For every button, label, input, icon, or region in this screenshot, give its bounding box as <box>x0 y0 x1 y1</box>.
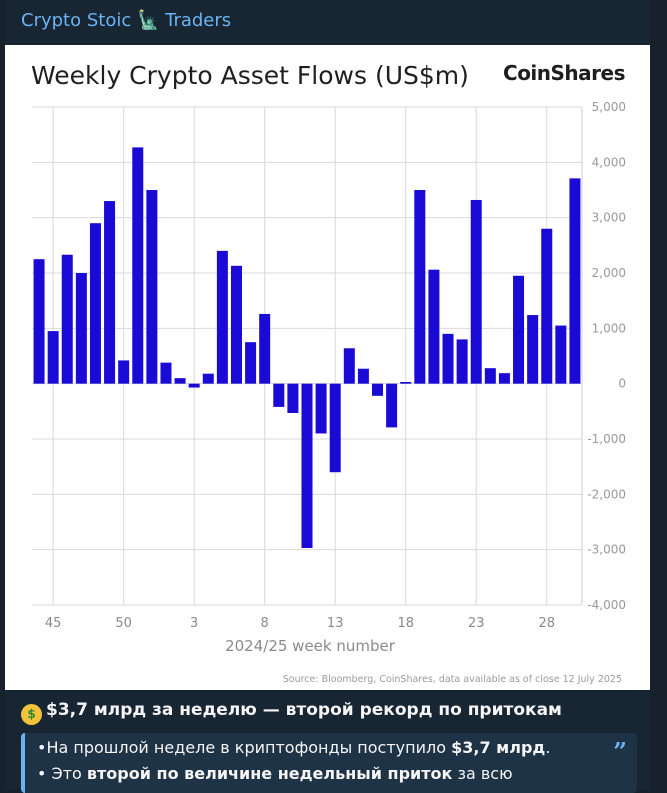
flow-bar <box>188 383 200 388</box>
flow-bar <box>428 269 440 384</box>
flow-bar <box>216 250 228 384</box>
flow-bar <box>343 348 355 384</box>
y-tick-label: -3,000 <box>587 543 626 557</box>
flow-bar <box>414 190 426 384</box>
flow-bar <box>47 331 59 384</box>
x-tick-label: 45 <box>45 616 62 631</box>
flow-bar <box>541 228 553 384</box>
y-tick-label: -2,000 <box>587 487 626 501</box>
flow-bar <box>357 368 369 384</box>
flow-bar <box>513 275 525 384</box>
x-tick-label: 23 <box>468 616 485 631</box>
brand-logo: CoinShares <box>503 61 625 85</box>
quote-icon: ” <box>613 737 627 766</box>
quote-line-2-end: за всю <box>452 764 513 783</box>
flow-bar <box>118 360 130 384</box>
quote-line-2-bold: второй по величине недельный приток <box>86 764 453 783</box>
x-tick-label: 28 <box>538 616 555 631</box>
message-bubble: Crypto Stoic 🗽 Traders Weekly Crypto Ass… <box>5 0 650 793</box>
y-tick-label: -1,000 <box>587 432 626 446</box>
flow-bar <box>259 313 271 384</box>
source-note: Source: Bloomberg, CoinShares, data avai… <box>283 674 622 685</box>
quote-line-1: •На прошлой неделе в криптофонды поступи… <box>37 738 550 757</box>
x-tick-label: 8 <box>261 616 269 631</box>
quote-block: •На прошлой неделе в криптофонды поступи… <box>21 733 637 793</box>
x-axis-label: 2024/25 week number <box>225 637 396 655</box>
flow-bar <box>386 383 398 428</box>
flow-bar <box>61 254 73 384</box>
flow-bar <box>104 201 116 384</box>
chart-image[interactable]: Weekly Crypto Asset Flows (US$m) CoinSha… <box>5 45 650 690</box>
flow-bar <box>329 383 341 473</box>
chart-title: Weekly Crypto Asset Flows (US$m) <box>31 61 469 90</box>
quote-line-1-end: . <box>545 738 551 757</box>
flow-bar <box>245 342 257 384</box>
flow-bar <box>75 273 87 384</box>
flow-bar <box>146 190 158 384</box>
sender-name[interactable]: Crypto Stoic 🗽 Traders <box>21 10 232 31</box>
quote-line-1-bold: $3,7 млрд <box>451 738 546 757</box>
flow-bar <box>456 339 468 384</box>
flow-bar <box>33 259 45 384</box>
flow-bar <box>174 378 186 384</box>
quote-line-2: • Это второй по величине недельный прито… <box>37 764 513 783</box>
flow-bar <box>569 178 581 384</box>
x-tick-label: 13 <box>327 616 344 631</box>
quote-line-1-text: •На прошлой неделе в криптофонды поступи… <box>37 738 452 757</box>
y-tick-label: 5,000 <box>592 100 626 114</box>
flow-bar <box>400 382 412 384</box>
flow-bar <box>160 362 172 384</box>
y-tick-label: 0 <box>618 377 626 391</box>
flow-bar <box>470 199 482 384</box>
flow-bar <box>287 383 299 413</box>
quote-line-2-text: • Это <box>37 764 87 783</box>
flow-bar <box>202 373 214 384</box>
y-tick-label: 3,000 <box>592 211 626 225</box>
flow-bar <box>498 373 510 384</box>
flow-bar <box>301 383 313 549</box>
flow-bar <box>555 325 567 384</box>
flow-bar <box>372 383 384 396</box>
flow-bar <box>132 147 144 384</box>
y-tick-label: -4,000 <box>587 598 626 612</box>
message-headline: $ $3,7 млрд за неделю — второй рекорд по … <box>21 700 562 725</box>
money-face-icon: $ <box>21 704 42 725</box>
flow-bar <box>89 223 101 384</box>
x-tick-label: 18 <box>397 616 414 631</box>
x-tick-label: 3 <box>190 616 198 631</box>
flow-bar <box>527 315 539 384</box>
flow-chart: 5,000 4,000 3,000 2,000 1,000 0 -1,000 -2,000 -3… <box>32 100 626 685</box>
y-tick-label: 4,000 <box>592 155 626 169</box>
flow-bar <box>230 265 242 384</box>
x-tick-label: 50 <box>115 616 132 631</box>
y-tick-label: 2,000 <box>592 266 626 280</box>
headline-text: $3,7 млрд за неделю — второй рекорд по п… <box>46 700 562 720</box>
flow-bar <box>442 333 454 384</box>
y-tick-label: 1,000 <box>592 321 626 335</box>
flow-bar <box>484 368 496 384</box>
flow-bar <box>273 383 285 407</box>
flow-bar <box>315 383 327 434</box>
